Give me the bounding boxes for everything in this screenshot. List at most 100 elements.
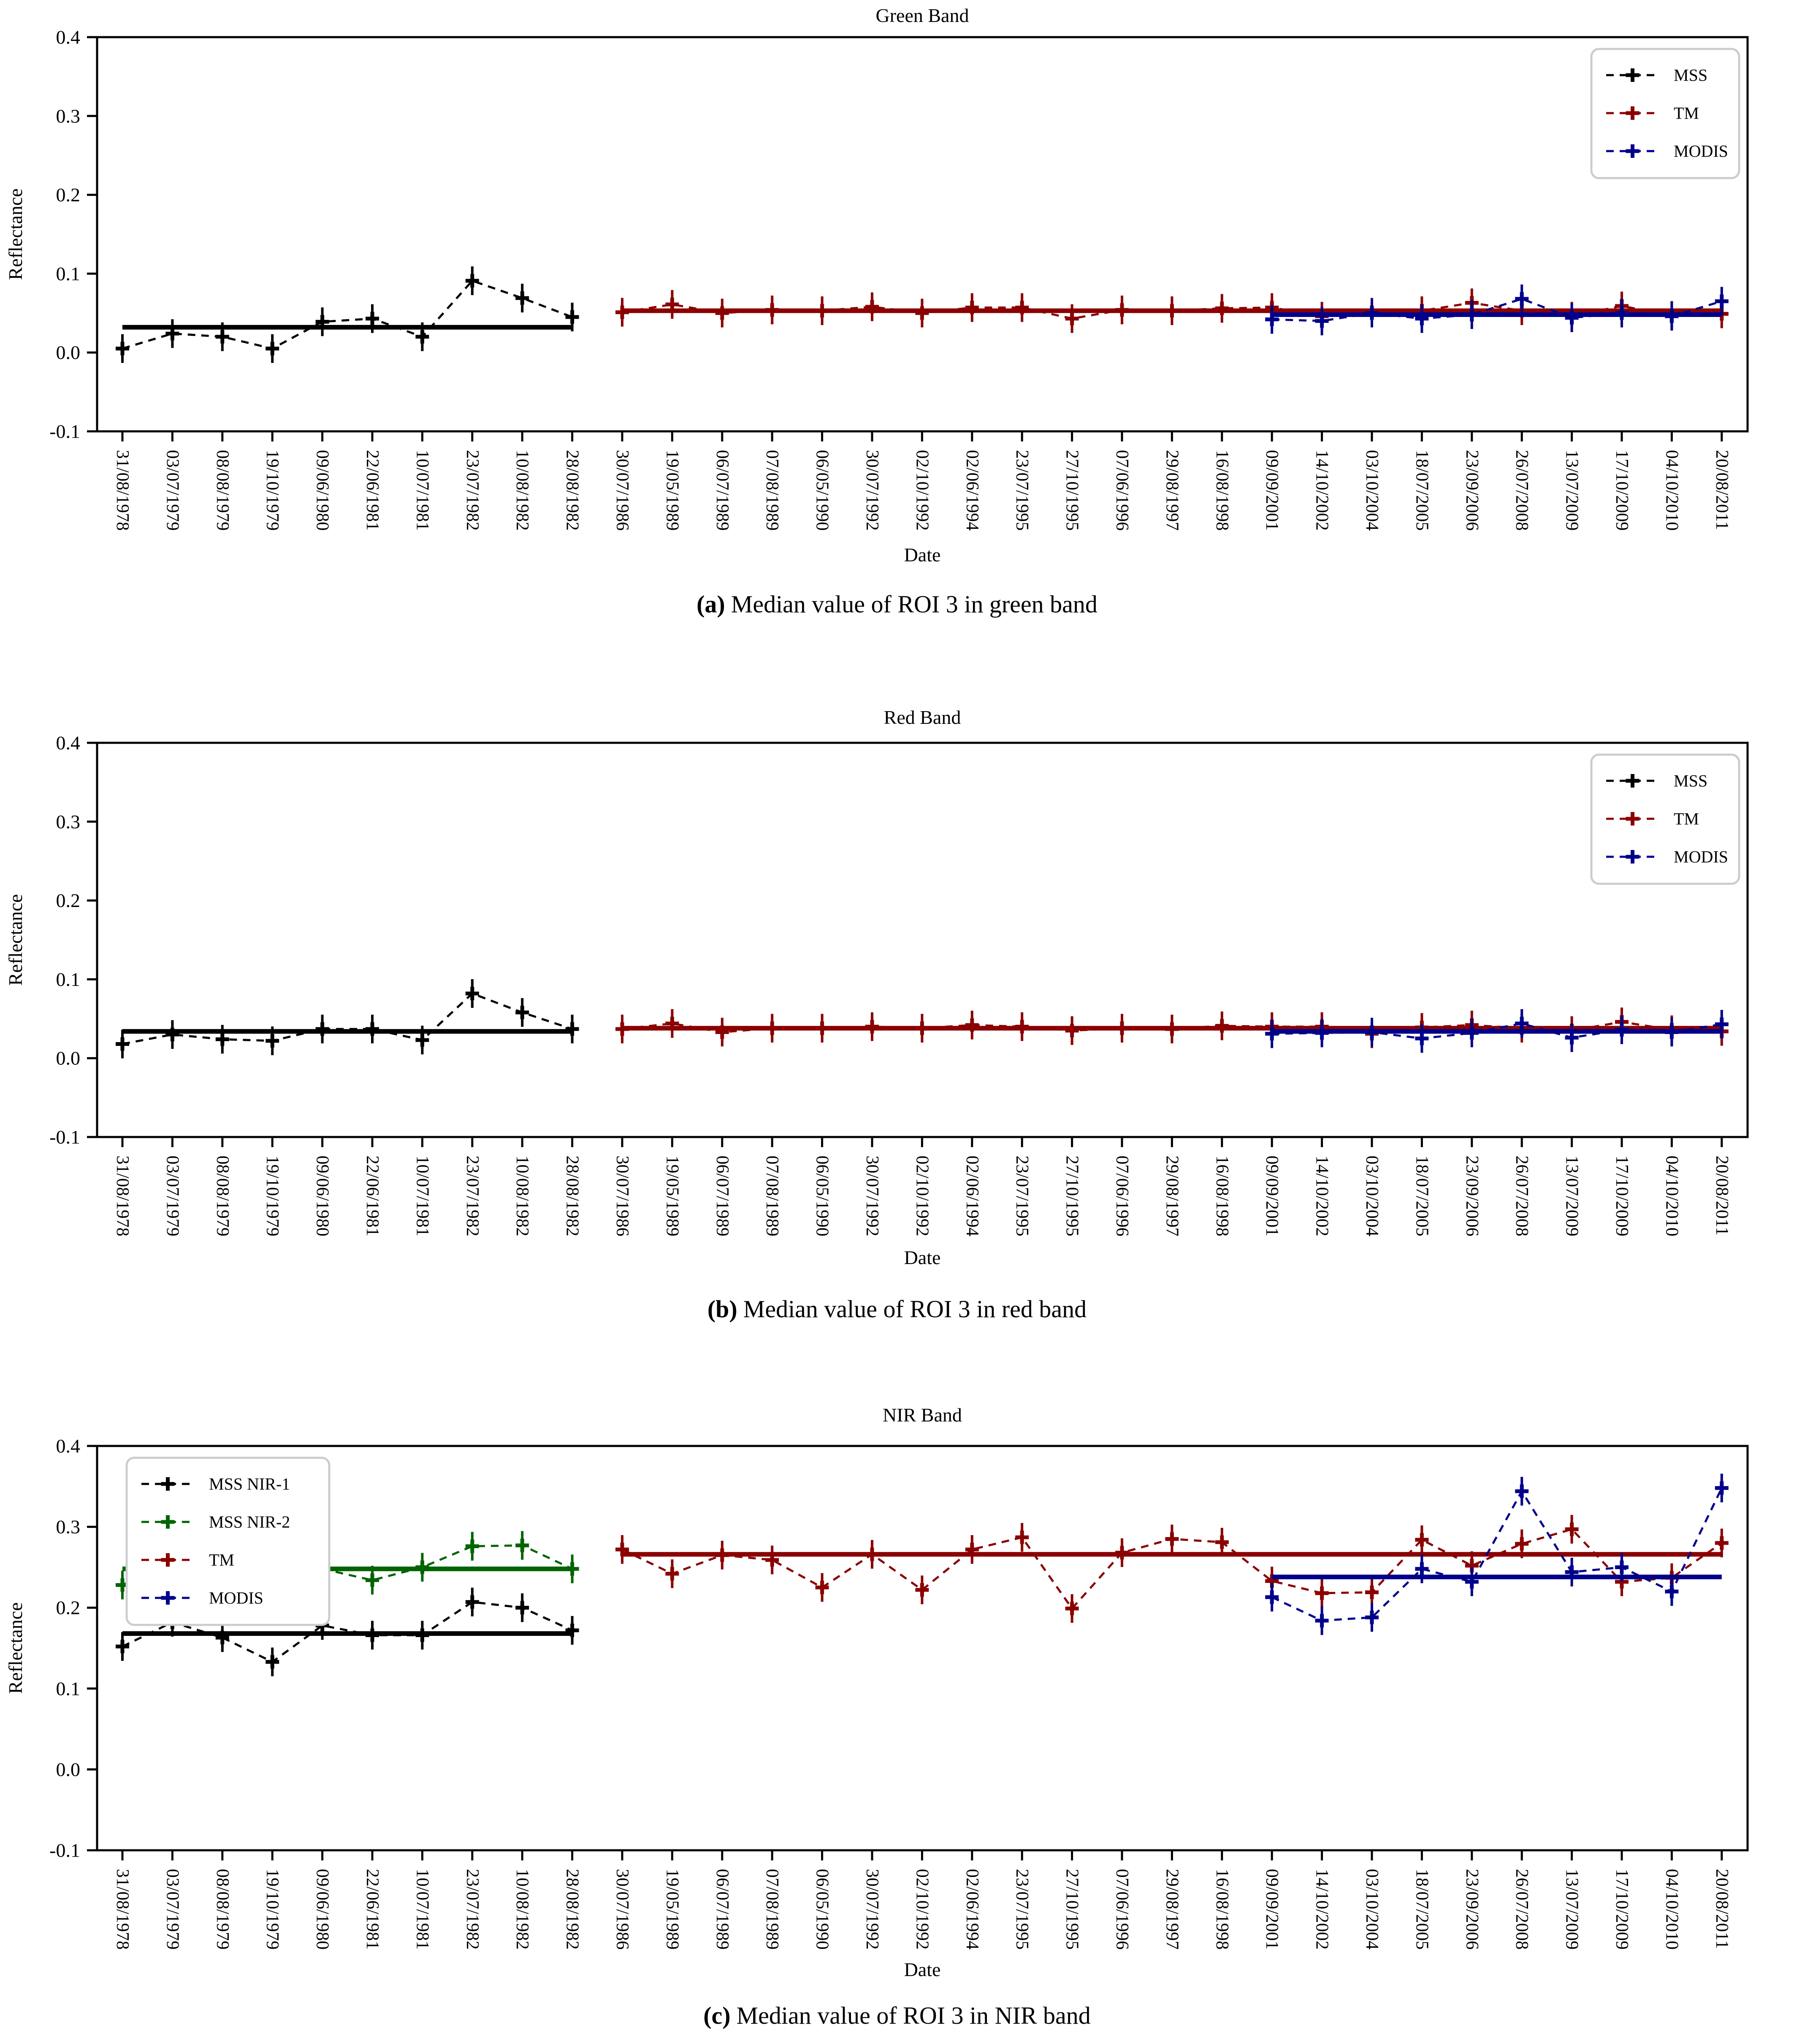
x-tick-label: 26/07/2008 — [1512, 450, 1531, 531]
x-tick-label: 23/07/1982 — [463, 450, 482, 531]
x-tick-label: 30/07/1986 — [612, 1869, 632, 1949]
chart-title: Red Band — [884, 707, 961, 728]
x-tick-label: 02/06/1994 — [962, 1869, 982, 1949]
x-tick-label: 09/06/1980 — [313, 1869, 332, 1949]
y-tick-label: 0.3 — [56, 1516, 81, 1538]
x-tick-label: 30/07/1992 — [862, 1869, 882, 1949]
plot-border — [96, 36, 1749, 433]
x-tick-label: 20/08/2011 — [1712, 1869, 1732, 1949]
legend-label: MODIS — [1674, 142, 1728, 161]
data-line — [1272, 1022, 1722, 1040]
series-modis — [1265, 1473, 1729, 1635]
x-tick-label: 23/09/2006 — [1462, 450, 1482, 531]
x-tick-label: 19/10/1979 — [263, 1156, 282, 1236]
legend-label: MODIS — [1674, 847, 1728, 866]
caption-b-text: Median value of ROI 3 in red band — [743, 1295, 1087, 1323]
x-tick-label: 10/07/1981 — [412, 450, 432, 531]
data-line — [122, 992, 573, 1045]
y-tick-label: 0.1 — [56, 263, 81, 284]
x-tick-label: 04/10/2010 — [1662, 1869, 1681, 1949]
chart-title: Green Band — [876, 5, 969, 26]
x-tick-label: 03/10/2004 — [1362, 1156, 1382, 1236]
data-line — [122, 1544, 573, 1607]
x-tick-label: 03/07/1979 — [163, 1156, 182, 1236]
y-tick-label: 0.1 — [56, 969, 81, 990]
red-band-chart: Red Band 0.4 0.3 0.2 0.1 0.0 -0.1 31/08/1978 03/… — [5, 707, 1749, 1268]
y-tick-label: 0.3 — [56, 105, 81, 127]
legend-label: MSS — [1674, 66, 1707, 85]
data-line — [1272, 298, 1722, 322]
x-tick-label: 28/08/1982 — [563, 450, 582, 531]
y-tick-label: -0.1 — [49, 1126, 80, 1148]
x-tick-label: 30/07/1992 — [862, 1156, 882, 1236]
x-tick-label: 30/07/1986 — [612, 1156, 632, 1236]
y-tick-label: 0.0 — [56, 1048, 81, 1069]
data-line — [622, 1021, 1722, 1035]
x-tick-label: 19/05/1989 — [662, 1869, 682, 1949]
x-tick-label: 10/08/1982 — [512, 1869, 532, 1949]
x-tick-label: 22/06/1981 — [363, 1869, 382, 1949]
data-line — [122, 1601, 573, 1663]
x-tick-label: 19/10/1979 — [263, 450, 282, 531]
x-tick-label: 20/08/2011 — [1712, 450, 1732, 530]
x-tick-label: 04/10/2010 — [1662, 450, 1681, 531]
x-tick-label: 17/10/2009 — [1612, 1156, 1631, 1236]
x-tick-label: 29/08/1997 — [1162, 1156, 1182, 1236]
x-tick-label: 07/08/1989 — [762, 1869, 782, 1949]
x-tick-label: 27/10/1995 — [1062, 450, 1082, 531]
legend-label: TM — [1674, 809, 1699, 828]
y-axis-label: Reflectance — [5, 1602, 26, 1694]
x-tick-label: 07/08/1989 — [762, 1156, 782, 1236]
x-tick-label: 06/05/1990 — [813, 1156, 832, 1236]
x-tick-label: 16/08/1998 — [1212, 450, 1232, 531]
x-tick-label: 02/06/1994 — [962, 1156, 982, 1236]
legend: MSS TM MODIS — [1590, 48, 1740, 179]
y-tick-label: 0.2 — [56, 890, 81, 911]
x-tick-label: 03/10/2004 — [1362, 1869, 1382, 1949]
y-tick-label: 0.4 — [56, 27, 81, 48]
x-tick-label: 06/05/1990 — [813, 1869, 832, 1949]
caption-red-band: (b) Median value of ROI 3 in red band — [0, 1295, 1794, 1333]
x-tick-label: 08/08/1979 — [213, 1156, 232, 1236]
y-tick-label: 0.0 — [56, 342, 81, 363]
y-tick-label: 0.4 — [56, 732, 81, 754]
x-tick-label: 06/07/1989 — [713, 450, 732, 531]
x-tick-label: 09/06/1980 — [313, 450, 332, 531]
plot-border — [96, 742, 1749, 1138]
x-axis-label: Date — [904, 1247, 941, 1268]
legend-box — [1590, 753, 1740, 885]
legend-box — [125, 1457, 331, 1626]
caption-c-label: (c) — [703, 2002, 731, 2029]
legend-label: MSS — [1674, 772, 1707, 791]
x-tick-label: 18/07/2005 — [1412, 1869, 1431, 1949]
legend: MSS TM MODIS — [1590, 753, 1740, 885]
x-tick-label: 02/10/1992 — [912, 1156, 932, 1236]
x-tick-label: 07/06/1996 — [1112, 1869, 1132, 1949]
x-tick-label: 23/07/1995 — [1012, 450, 1032, 531]
y-tick-label: -0.1 — [49, 421, 80, 442]
x-tick-label: 31/08/1978 — [113, 1869, 132, 1949]
caption-a-label: (a) — [696, 590, 725, 618]
x-tick-label: 06/05/1990 — [813, 450, 832, 531]
x-tick-label: 20/08/2011 — [1712, 1156, 1732, 1236]
x-tick-label: 02/10/1992 — [912, 450, 932, 531]
x-tick-label: 26/07/2008 — [1512, 1156, 1531, 1236]
x-tick-label: 02/06/1994 — [962, 450, 982, 531]
series-tm — [615, 1515, 1729, 1623]
x-tick-label: 03/07/1979 — [163, 1869, 182, 1949]
nir-band-chart: NIR Band 0.4 0.3 0.2 0.1 0.0 -0.1 31/08/1978 03/… — [5, 1404, 1749, 1980]
x-tick-label: 03/10/2004 — [1362, 450, 1382, 531]
x-tick-label: 13/07/2009 — [1562, 1869, 1582, 1949]
x-tick-label: 08/08/1979 — [213, 1869, 232, 1949]
x-tick-label: 14/10/2002 — [1312, 1869, 1332, 1949]
plot-border — [96, 1445, 1749, 1852]
x-tick-label: 29/08/1997 — [1162, 450, 1182, 531]
x-tick-label: 16/08/1998 — [1212, 1869, 1232, 1949]
legend-box — [1590, 48, 1740, 179]
series-mss — [116, 979, 579, 1059]
x-tick-label: 10/08/1982 — [512, 1156, 532, 1236]
y-tick-label: -0.1 — [49, 1840, 80, 1861]
series-modis — [1265, 284, 1729, 336]
caption-b-label: (b) — [707, 1295, 737, 1323]
